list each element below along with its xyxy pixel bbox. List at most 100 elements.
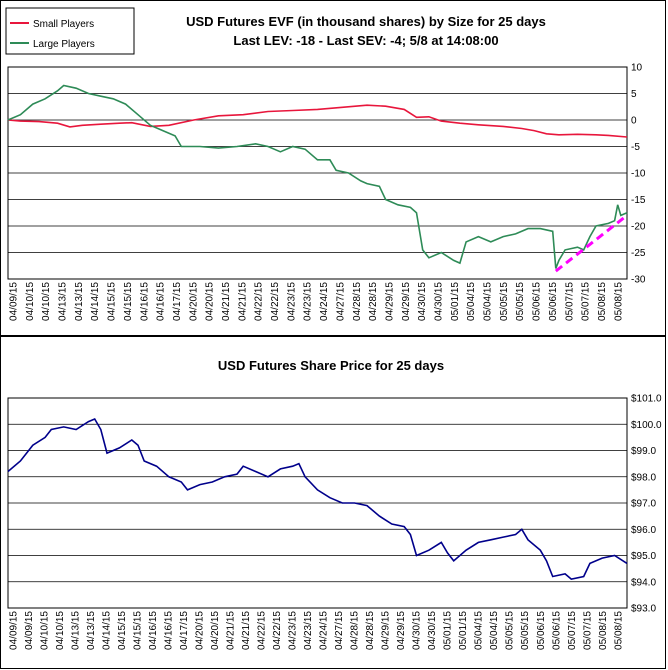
x-tick-label: 04/13/15 [58, 282, 69, 321]
x-tick-label: 04/13/15 [71, 611, 82, 650]
x-tick-label: 05/06/15 [548, 282, 559, 321]
y-tick-label: 5 [631, 89, 637, 100]
x-tick-label: 04/30/15 [433, 282, 444, 321]
y-tick-label: $93.0 [631, 604, 656, 615]
x-tick-label: 04/23/15 [286, 282, 297, 321]
x-tick-label: 05/06/15 [532, 282, 543, 321]
y-tick-label: -30 [631, 275, 646, 286]
x-tick-label: 04/16/15 [164, 611, 175, 650]
x-tick-label: 04/15/15 [133, 611, 144, 650]
legend-label-large-players: Large Players [33, 39, 95, 50]
legend: Small Players Large Players [5, 7, 135, 55]
x-tick-label: 04/16/15 [139, 282, 150, 321]
x-tick-label: 04/21/15 [237, 282, 248, 321]
x-tick-label: 05/04/15 [466, 282, 477, 321]
y-tick-label: $100.0 [631, 420, 662, 431]
x-tick-label: 04/23/15 [303, 282, 314, 321]
x-tick-label: 04/29/15 [396, 611, 407, 650]
x-tick-label: 04/30/15 [412, 611, 423, 650]
x-tick-label: 04/23/15 [303, 611, 314, 650]
x-tick-label: 04/24/15 [319, 611, 330, 650]
x-tick-label: 04/21/15 [226, 611, 237, 650]
x-tick-label: 04/27/15 [334, 611, 345, 650]
y-tick-label: 10 [631, 63, 643, 74]
legend-box [5, 7, 135, 55]
x-tick-label: 05/01/15 [450, 282, 461, 321]
y-tick-label: -20 [631, 222, 646, 233]
y-tick-label: -15 [631, 195, 646, 206]
x-tick-label: 05/07/15 [582, 611, 593, 650]
x-tick-label: 04/10/15 [41, 282, 52, 321]
y-tick-label: $97.0 [631, 499, 656, 510]
y-tick-label: $98.0 [631, 472, 656, 483]
x-tick-label: 04/13/15 [74, 282, 85, 321]
x-tick-label: 05/04/15 [483, 282, 494, 321]
series-line-0 [7, 417, 628, 580]
x-tick-label: 04/22/15 [254, 282, 265, 321]
x-tick-label: 04/09/15 [9, 282, 20, 321]
x-tick-label: 04/29/15 [401, 282, 412, 321]
x-tick-label: 05/04/15 [489, 611, 500, 650]
x-tick-label: 04/09/15 [24, 611, 35, 650]
x-tick-label: 05/05/15 [520, 611, 531, 650]
x-tick-label: 04/27/15 [335, 282, 346, 321]
x-tick-label: 05/07/15 [581, 282, 592, 321]
x-tick-label: 04/13/15 [86, 611, 97, 650]
x-tick-label: 05/05/15 [499, 282, 510, 321]
x-tick-label: 04/28/15 [365, 611, 376, 650]
x-tick-label: 04/29/15 [384, 282, 395, 321]
chart-subtitle: Last LEV: -18 - Last SEV: -4; 5/8 at 14:… [233, 33, 498, 48]
x-tick-label: 04/20/15 [188, 282, 199, 321]
y-tick-label: $95.0 [631, 551, 656, 562]
series-line-large-players [7, 84, 628, 269]
trendline [554, 214, 628, 273]
x-tick-label: 04/21/15 [221, 282, 232, 321]
x-tick-label: 04/23/15 [288, 611, 299, 650]
x-tick-label: 04/20/15 [210, 611, 221, 650]
y-tick-label: $99.0 [631, 446, 656, 457]
x-tick-label: 05/05/15 [505, 611, 516, 650]
x-tick-label: 04/30/15 [417, 282, 428, 321]
series-line-small-players [7, 104, 628, 138]
x-tick-label: 04/17/15 [179, 611, 190, 650]
x-tick-label: 04/29/15 [381, 611, 392, 650]
price-plot-area: $101.0 $100.0 $99.0 $98.0 $97.0 $96.0 $95.0 $94… [7, 394, 662, 650]
x-tick-label: 04/28/15 [352, 282, 363, 321]
x-tick-label: 04/30/15 [427, 611, 438, 650]
x-tick-label: 04/17/15 [172, 282, 183, 321]
chart-title: USD Futures EVF (in thousand shares) by … [186, 14, 546, 29]
x-tick-label: 04/28/15 [350, 611, 361, 650]
x-tick-label: 04/15/15 [117, 611, 128, 650]
x-tick-label: 05/08/15 [613, 282, 624, 321]
x-tick-label: 05/07/15 [567, 611, 578, 650]
x-tick-label: 04/22/15 [272, 611, 283, 650]
y-tick-label: $101.0 [631, 394, 662, 405]
x-tick-label: 05/01/15 [458, 611, 469, 650]
evf-plot-area: 10 5 0 -5 -10 -15 -20 -25 -30 04/09/15 04/10/15 04/… [7, 63, 646, 321]
x-tick-label: 05/08/15 [598, 611, 609, 650]
x-tick-label: 04/14/15 [90, 282, 101, 321]
x-tick-label: 04/16/15 [156, 282, 167, 321]
y-tick-label: $94.0 [631, 577, 656, 588]
y-tick-label: 0 [631, 116, 637, 127]
y-tick-label: -25 [631, 248, 646, 259]
x-tick-label: 05/08/15 [597, 282, 608, 321]
x-tick-label: 04/14/15 [102, 611, 113, 650]
x-tick-label: 04/16/15 [148, 611, 159, 650]
x-tick-label: 04/20/15 [195, 611, 206, 650]
x-tick-label: 05/01/15 [443, 611, 454, 650]
price-chart-svg: USD Futures Share Price for 25 days $101… [7, 358, 662, 650]
x-tick-label: 05/07/15 [564, 282, 575, 321]
y-tick-label: -5 [631, 142, 640, 153]
evf-chart-svg: USD Futures EVF (in thousand shares) by … [5, 7, 646, 321]
x-tick-label: 05/05/15 [515, 282, 526, 321]
x-tick-label: 04/10/15 [40, 611, 51, 650]
x-tick-label: 05/06/15 [536, 611, 547, 650]
evf-chart-panel: USD Futures EVF (in thousand shares) by … [0, 0, 666, 336]
x-tick-label: 04/10/15 [55, 611, 66, 650]
x-tick-label: 04/09/15 [9, 611, 20, 650]
legend-label-small-players: Small Players [33, 19, 94, 30]
x-tick-label: 04/15/15 [123, 282, 134, 321]
x-tick-label: 04/10/15 [25, 282, 36, 321]
x-tick-label: 04/22/15 [270, 282, 281, 321]
